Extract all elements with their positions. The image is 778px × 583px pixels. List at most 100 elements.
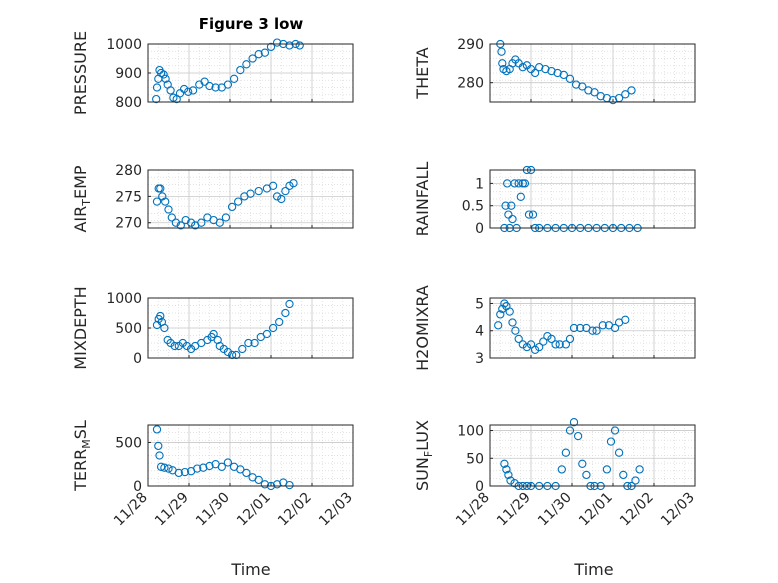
data-point (547, 334, 556, 344)
x-tick-label: 12/03 (658, 490, 698, 530)
data-point (569, 323, 579, 333)
data-point (152, 425, 162, 434)
data-point (588, 326, 597, 335)
data-point (254, 186, 263, 196)
data-point (547, 66, 556, 76)
data-point (504, 470, 513, 480)
y-tick-label: 280 (457, 76, 484, 92)
x-tick-label: 12/02 (617, 490, 657, 530)
data-point (565, 334, 575, 344)
data-point (209, 329, 218, 339)
data-point (494, 321, 503, 330)
data-point (505, 307, 514, 316)
data-point (565, 426, 575, 435)
data-point (508, 214, 517, 224)
data-point (181, 215, 190, 225)
data-point (285, 41, 294, 50)
data-point (275, 317, 284, 327)
data-point (561, 448, 571, 457)
x-tick-label: 11/28 (111, 490, 151, 530)
y-axis-label: SUNFLUX (413, 420, 435, 491)
y-tick-label: 500 (115, 321, 142, 337)
data-point (156, 184, 165, 193)
y-tick-label: 0 (475, 479, 484, 495)
y-tick-label: 50 (466, 451, 484, 467)
y-tick-label: 280 (115, 163, 142, 179)
data-point (246, 189, 255, 198)
data-point (152, 94, 161, 104)
x-tick-label: 12/01 (234, 490, 274, 530)
x-axis-label-right: Time (573, 560, 613, 579)
data-point (223, 80, 233, 89)
data-point (565, 74, 575, 83)
data-point (163, 335, 172, 345)
data-point (164, 205, 173, 214)
y-tick-label: 1000 (106, 37, 142, 53)
x-tick-label: 12/01 (576, 490, 616, 530)
data-point (156, 311, 165, 321)
data-point (502, 465, 511, 474)
data-point (227, 202, 237, 212)
subplot-1: 800 900 1000 PRESSURE (71, 31, 354, 115)
data-point (167, 213, 176, 222)
data-point (606, 437, 616, 446)
data-point (200, 77, 209, 86)
x-tick-label: 11/30 (535, 490, 575, 530)
data-point (621, 90, 630, 99)
y-tick-label: 5 (475, 296, 484, 312)
y-tick-label: 0 (133, 479, 142, 495)
data-point (217, 462, 226, 471)
x-tick-label: 11/29 (152, 490, 192, 530)
data-point (164, 464, 173, 473)
data-point (289, 179, 298, 188)
data-point (232, 350, 241, 360)
data-point (193, 464, 202, 473)
data-point (186, 218, 196, 227)
data-point (277, 194, 286, 204)
data-point (497, 47, 506, 56)
axes-box (489, 297, 696, 359)
data-point (498, 59, 507, 68)
x-tick-label: 11/28 (453, 490, 493, 530)
data-point (250, 338, 259, 348)
data-point (561, 340, 571, 349)
data-point (223, 458, 233, 467)
y-axis-label: PRESSURE (71, 31, 90, 115)
data-point (500, 459, 509, 468)
data-point (590, 88, 599, 97)
data-point (272, 192, 282, 201)
data-point (608, 95, 618, 105)
data-point (528, 210, 538, 219)
y-tick-label: 100 (457, 424, 484, 440)
data-point (627, 86, 636, 95)
y-axis-label: H2OMIXRA (413, 285, 432, 371)
data-point (229, 74, 239, 83)
data-point (242, 468, 251, 478)
data-point (578, 82, 587, 91)
y-tick-label: 0 (475, 221, 484, 237)
data-point (223, 347, 233, 357)
data-point (576, 323, 585, 333)
data-point (518, 179, 527, 188)
data-point (635, 465, 644, 474)
data-point (161, 197, 170, 206)
data-point (215, 218, 224, 227)
y-axis-label: AIRTEMP (71, 165, 93, 232)
data-point (244, 338, 253, 348)
data-point (227, 350, 237, 360)
data-point (539, 337, 548, 346)
data-point (262, 329, 272, 339)
data-point (268, 181, 278, 190)
data-point (520, 179, 530, 188)
data-point (254, 50, 263, 59)
data-point (197, 218, 206, 227)
data-point (621, 315, 630, 324)
data-point (203, 335, 212, 345)
y-tick-label: 275 (115, 189, 142, 205)
y-axis-label: MIXDEPTH (71, 286, 90, 369)
data-point (285, 480, 294, 490)
data-point (160, 323, 169, 333)
data-point (524, 210, 534, 219)
